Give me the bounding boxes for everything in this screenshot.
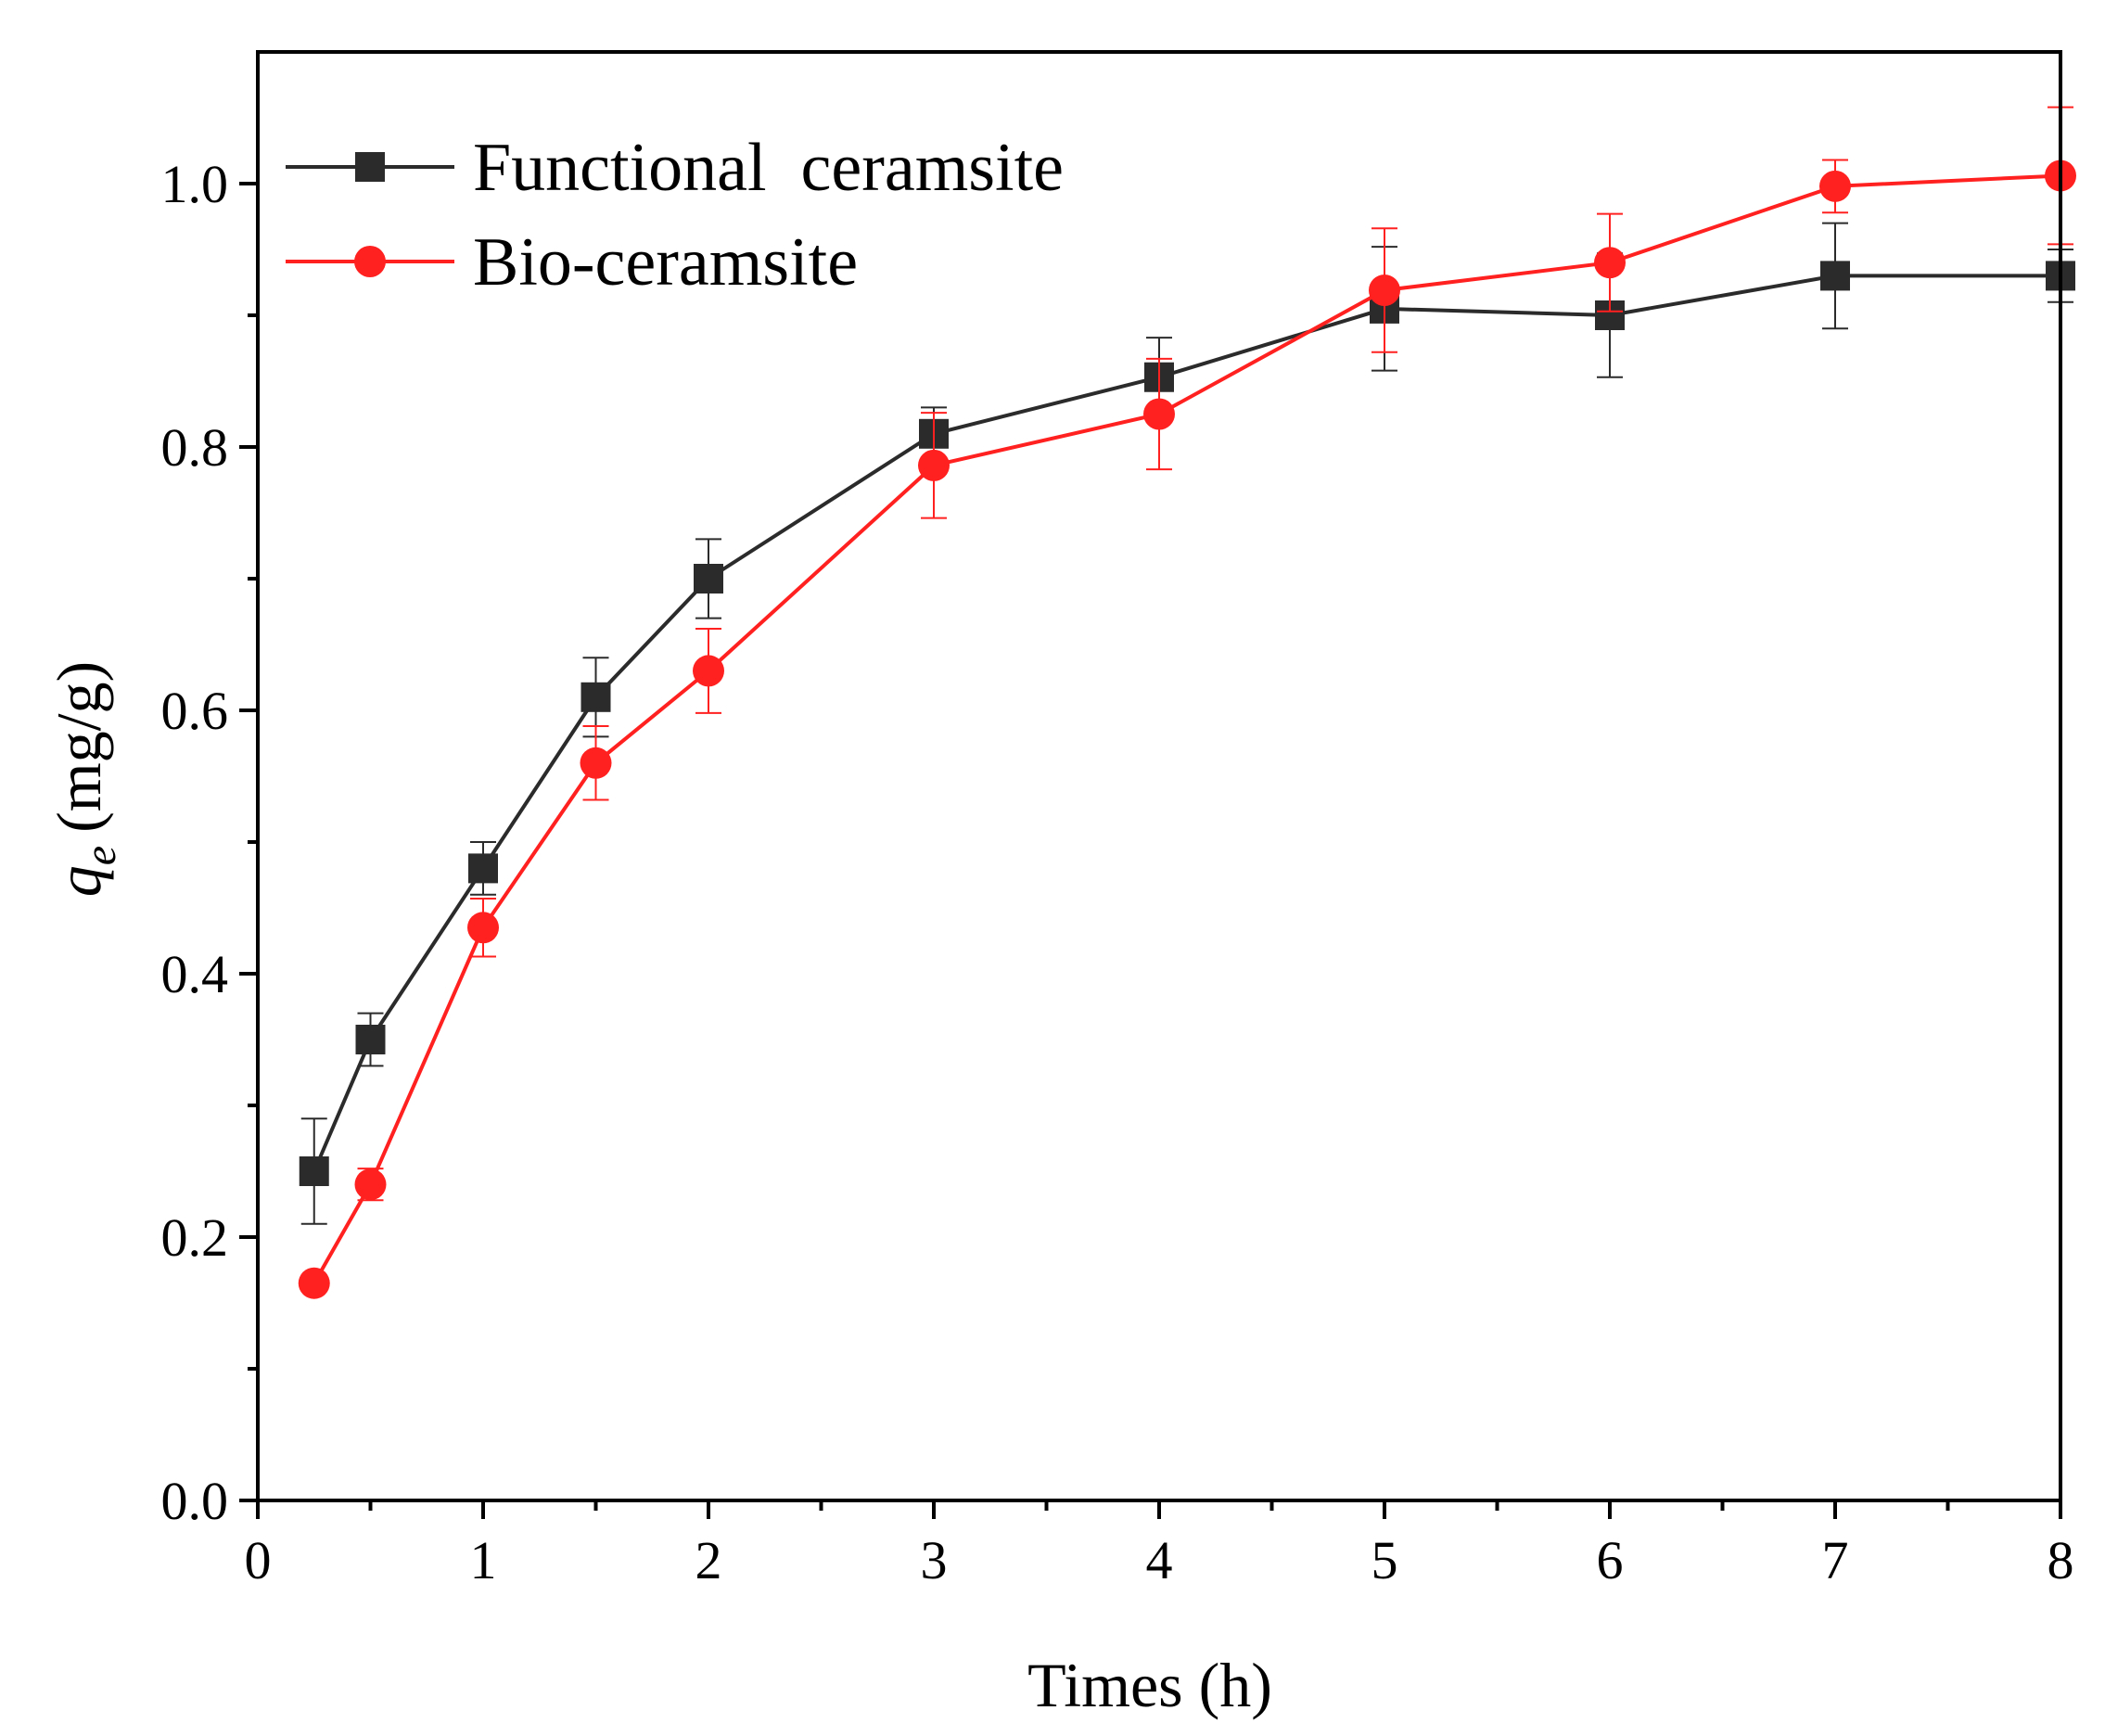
y-axis-unit: (mg/g) bbox=[44, 661, 114, 833]
legend-label: Functional ceramsite bbox=[473, 130, 1064, 206]
series-1 bbox=[298, 106, 2076, 1299]
data-point bbox=[918, 449, 950, 481]
x-tick-label: 5 bbox=[1371, 1530, 1398, 1590]
ticks-layer: 0 1 2 3 4 5 6 7 8 0.0 0.2 0.4 0.6 0.8 1.0 bbox=[161, 154, 2074, 1590]
data-point bbox=[355, 1025, 386, 1054]
y-tick-label: 0.4 bbox=[161, 944, 229, 1004]
y-tick-label: 0.0 bbox=[161, 1471, 229, 1531]
x-tick-label: 8 bbox=[2048, 1530, 2074, 1590]
legend-marker bbox=[355, 152, 385, 182]
x-tick-label: 4 bbox=[1146, 1530, 1173, 1590]
x-tick-label: 6 bbox=[1597, 1530, 1624, 1590]
y-tick-label: 0.6 bbox=[161, 681, 229, 741]
data-point bbox=[298, 1267, 330, 1299]
data-point bbox=[693, 655, 724, 687]
data-point bbox=[467, 912, 499, 944]
y-axis-title: qe (mg/g) bbox=[44, 661, 125, 897]
data-point bbox=[299, 1156, 329, 1186]
data-point bbox=[580, 747, 612, 779]
legend-marker bbox=[354, 246, 386, 277]
x-axis-title: Times (h) bbox=[1027, 1650, 1272, 1720]
legend-item-1: Bio-ceramsite bbox=[286, 224, 858, 300]
series-line bbox=[312, 274, 2060, 1172]
x-tick-label: 7 bbox=[1822, 1530, 1849, 1590]
legend: Functional ceramsite Bio-ceramsite bbox=[286, 130, 1064, 300]
y-tick-label: 0.2 bbox=[161, 1207, 229, 1268]
y-axis-symbol: q bbox=[44, 865, 114, 897]
data-point bbox=[1369, 274, 1400, 307]
series-0 bbox=[299, 222, 2075, 1225]
data-point bbox=[1820, 261, 1850, 291]
data-point bbox=[1819, 170, 1851, 202]
legend-label: Bio-ceramsite bbox=[473, 224, 858, 300]
y-tick-label: 0.8 bbox=[161, 417, 229, 478]
legend-item-0: Functional ceramsite bbox=[286, 130, 1064, 206]
y-tick-label: 1.0 bbox=[161, 154, 229, 214]
series-layer bbox=[298, 106, 2076, 1299]
data-point bbox=[354, 1168, 387, 1201]
data-point bbox=[580, 682, 611, 712]
data-point bbox=[694, 564, 723, 594]
y-axis-subscript: e bbox=[76, 846, 125, 865]
data-point bbox=[1143, 398, 1175, 430]
x-tick-label: 1 bbox=[470, 1530, 497, 1590]
data-point bbox=[468, 853, 498, 884]
x-tick-label: 0 bbox=[245, 1530, 272, 1590]
x-tick-label: 3 bbox=[921, 1530, 948, 1590]
x-tick-label: 2 bbox=[695, 1530, 722, 1590]
data-point bbox=[1594, 247, 1626, 279]
